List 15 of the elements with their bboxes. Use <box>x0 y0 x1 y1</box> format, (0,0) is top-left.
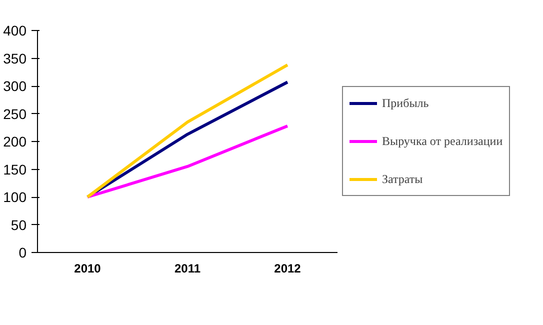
legend-label: Прибыль <box>382 96 429 110</box>
x-tick-label: 2011 <box>174 262 201 276</box>
y-tick-label: 150 <box>3 161 27 178</box>
y-tick-label: 200 <box>3 134 27 150</box>
x-tick-label: 2012 <box>274 262 302 276</box>
legend-label: Выручка от реализации <box>382 134 503 148</box>
y-tick-label: 100 <box>3 189 27 205</box>
y-tick-label: 250 <box>3 106 27 122</box>
y-tick-label: 0 <box>18 244 27 260</box>
x-tick-label: 2010 <box>74 262 102 276</box>
y-tick-label: 50 <box>10 216 27 233</box>
y-tick-label: 350 <box>3 50 27 66</box>
y-tick-label: 400 <box>3 22 27 38</box>
y-tick-label: 300 <box>3 78 27 94</box>
legend-label: Затраты <box>382 172 423 186</box>
